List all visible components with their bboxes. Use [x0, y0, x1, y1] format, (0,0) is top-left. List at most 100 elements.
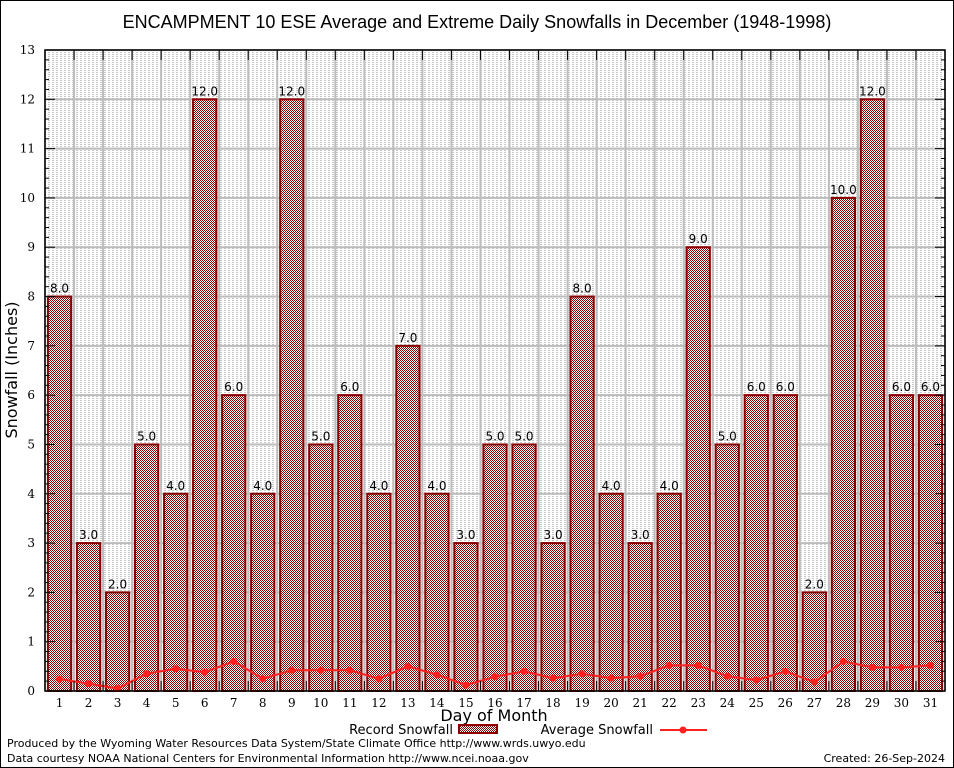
x-tick-label: 17	[516, 696, 531, 710]
average-point	[752, 676, 760, 684]
bar-value-label: 4.0	[660, 479, 679, 493]
x-tick-label: 5	[172, 696, 180, 710]
x-tick-label: 26	[778, 696, 793, 710]
average-point	[781, 667, 789, 675]
record-bar	[163, 492, 189, 692]
average-line	[56, 657, 934, 693]
average-point	[143, 670, 151, 678]
record-bar	[540, 542, 566, 692]
x-tick-label: 12	[371, 696, 386, 710]
bar-value-label: 6.0	[340, 380, 359, 394]
bar-value-label: 4.0	[602, 479, 621, 493]
x-tick-label: 20	[603, 696, 618, 710]
y-tick-label: 10	[20, 191, 35, 205]
x-tick-label: 25	[749, 696, 764, 710]
record-bar	[627, 542, 653, 692]
y-tick-label: 8	[27, 290, 35, 304]
bar-value-label: 8.0	[573, 282, 592, 296]
bar-value-label: 2.0	[108, 577, 127, 591]
bar-value-label: 4.0	[166, 479, 185, 493]
axes	[44, 49, 946, 692]
x-tick-label: 22	[662, 696, 677, 710]
x-tick-label: 6	[201, 696, 209, 710]
average-point	[85, 680, 93, 688]
average-point	[520, 667, 528, 675]
x-tick-label: 15	[458, 696, 473, 710]
bar-value-label: 12.0	[278, 84, 305, 98]
y-tick-label: 3	[27, 536, 35, 550]
record-bar	[308, 443, 334, 693]
y-tick-label: 9	[27, 240, 35, 254]
x-tick-label: 18	[545, 696, 560, 710]
record-bar	[511, 443, 537, 693]
y-tick-label: 7	[27, 339, 35, 353]
y-tick-label: 11	[20, 142, 35, 156]
average-point	[578, 670, 586, 678]
bar-value-label: 12.0	[859, 84, 886, 98]
average-point	[549, 674, 557, 682]
x-tick-label: 3	[114, 696, 122, 710]
record-bar	[104, 591, 131, 693]
record-bar	[569, 295, 595, 692]
bar-value-label: 3.0	[456, 528, 475, 542]
average-point	[172, 665, 180, 673]
average-point	[404, 662, 412, 670]
record-bar	[859, 98, 886, 693]
x-tick-label: 11	[342, 696, 357, 710]
x-tick-label: 9	[288, 696, 296, 710]
record-bar	[830, 196, 856, 693]
bar-value-label: 6.0	[776, 380, 795, 394]
footer-data-source: Data courtesy NOAA National Centers for …	[7, 752, 529, 765]
y-tick-label: 6	[27, 388, 35, 402]
bar-value-label: 5.0	[485, 429, 504, 443]
bar-labels: 8.0 3.0 2.0 5.0 4.0 12.0 6.0 4.0 12.0 5.0 6.0 4.0 7.…	[50, 84, 940, 591]
y-tick-label: 2	[27, 585, 35, 599]
record-bar	[250, 492, 276, 692]
average-point	[491, 673, 499, 681]
bar-value-label: 10.0	[830, 183, 857, 197]
x-tick-label: 29	[865, 696, 880, 710]
y-axis-label: Snowfall (Inches)	[2, 301, 21, 438]
bar-value-label: 3.0	[544, 528, 563, 542]
bar-value-label: 6.0	[747, 380, 766, 394]
record-bar	[656, 492, 682, 692]
bar-value-label: 4.0	[427, 479, 446, 493]
bar-value-label: 7.0	[398, 331, 417, 345]
y-tick-label: 13	[20, 43, 35, 57]
bar-value-label: 6.0	[921, 380, 940, 394]
x-tick-label: 30	[894, 696, 909, 710]
bar-value-label: 6.0	[892, 380, 911, 394]
y-tick-label: 1	[27, 635, 35, 649]
chart-title: ENCAMPMENT 10 ESE Average and Extreme Da…	[123, 12, 832, 32]
record-bar	[685, 246, 711, 692]
y-tick-label: 5	[27, 437, 35, 451]
bar-value-label: 3.0	[631, 528, 650, 542]
legend: Record Snowfall Average Snowfall	[349, 723, 707, 738]
average-point	[346, 666, 354, 674]
record-bar	[772, 394, 798, 692]
average-point	[201, 668, 209, 676]
average-point	[897, 663, 905, 671]
average-point	[868, 663, 876, 671]
x-tick-label: 16	[487, 696, 502, 710]
bar-value-label: 6.0	[224, 380, 243, 394]
bar-value-label: 4.0	[253, 479, 272, 493]
bar-value-label: 12.0	[191, 84, 218, 98]
record-bar	[424, 492, 450, 692]
y-tick-label: 4	[27, 487, 35, 501]
average-point	[375, 675, 383, 683]
x-tick-label: 14	[429, 696, 445, 710]
average-point	[259, 675, 267, 683]
bar-value-label: 5.0	[311, 429, 330, 443]
x-tick-label: 21	[633, 696, 648, 710]
record-bar	[366, 492, 392, 692]
average-point	[462, 681, 470, 689]
y-tick-label: 0	[27, 684, 35, 698]
record-bar	[395, 344, 421, 692]
bar-value-label: 9.0	[689, 232, 708, 246]
average-point	[317, 666, 325, 674]
record-bar	[453, 542, 479, 692]
record-bar	[192, 98, 218, 693]
bar-value-label: 4.0	[369, 479, 388, 493]
record-bar	[134, 443, 160, 693]
